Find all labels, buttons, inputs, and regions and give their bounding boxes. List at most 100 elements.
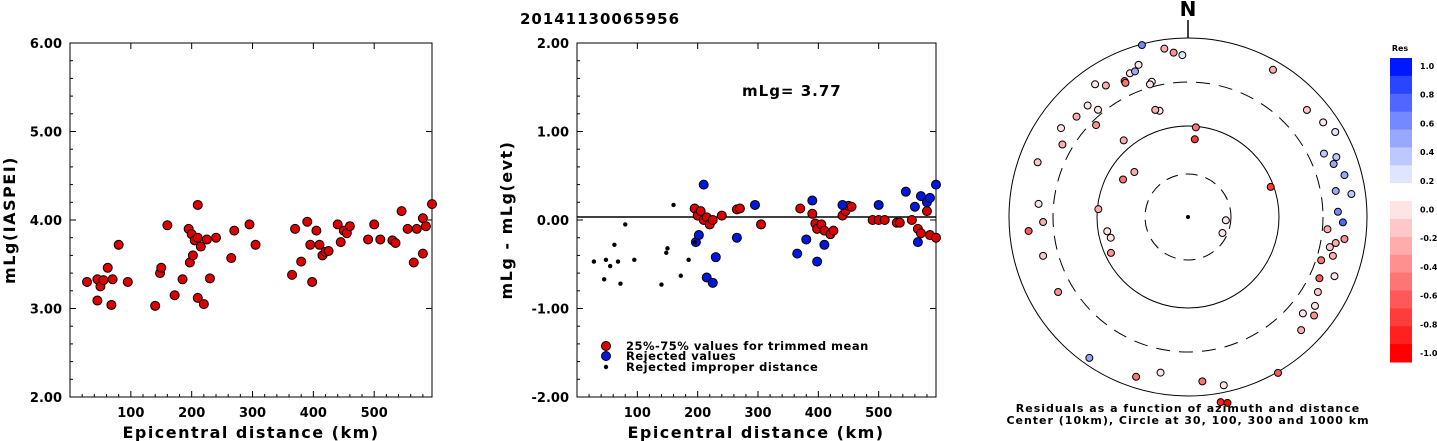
residual-point (1329, 159, 1338, 168)
colorbar-swatch (1390, 165, 1412, 184)
residual-point (1340, 171, 1349, 180)
data-point (82, 276, 93, 287)
residual-point (1297, 326, 1306, 335)
data-point (678, 273, 683, 278)
residual-point (1178, 51, 1187, 60)
colorbar-swatch (1390, 147, 1412, 166)
data-point (307, 276, 318, 287)
data-point (612, 242, 617, 247)
data-point (102, 262, 113, 273)
data-point (122, 276, 133, 287)
legend-marker-improper-distance (603, 364, 609, 370)
data-point (812, 256, 823, 267)
data-point (229, 225, 240, 236)
residual-point (1130, 67, 1139, 76)
data-point (113, 239, 124, 250)
chart-2-ytick-label: 0.00 (537, 214, 569, 229)
data-point (707, 277, 718, 288)
chart-1-ytick-label: 6.00 (30, 37, 62, 52)
data-point (912, 237, 923, 248)
residual-point (1331, 128, 1340, 136)
chart-1: 100 200 300 400 500 2.00 3.00 4.00 5.00 6.00 Epic… (0, 37, 437, 441)
data-point (162, 220, 173, 231)
data-point (615, 259, 621, 264)
data-point (686, 257, 691, 263)
data-point (837, 199, 848, 210)
residual-point (1333, 207, 1342, 216)
data-point (107, 274, 118, 285)
colorbar-swatch (1390, 344, 1412, 363)
data-point (244, 219, 255, 230)
data-point (698, 179, 709, 190)
residual-point (1106, 233, 1115, 242)
chart-2-ytick-label: 1.00 (537, 126, 569, 141)
data-point (795, 203, 806, 214)
data-point (363, 234, 374, 245)
colorbar-swatch (1390, 201, 1412, 220)
data-point (879, 215, 890, 225)
data-point (150, 300, 161, 311)
data-point (900, 186, 911, 197)
residual-point (1319, 149, 1328, 158)
residual-point (1266, 182, 1275, 191)
chart-1-ytick-label: 3.00 (30, 303, 62, 318)
chart-1-xtick-label: 400 (300, 406, 327, 421)
data-point (921, 206, 932, 217)
residual-point (1325, 243, 1334, 252)
center-dot (1186, 215, 1190, 219)
chart-2-annotation: mLg= 3.77 (742, 82, 842, 100)
ring-100km (1096, 125, 1280, 309)
data-point (344, 221, 355, 232)
chart-2-ytick-label: 2.00 (537, 37, 569, 52)
ring-300km (1052, 81, 1324, 353)
residual-point (1101, 81, 1110, 90)
colorbar-swatches (1390, 58, 1412, 363)
data-point (287, 269, 298, 280)
data-point (601, 277, 607, 282)
data-point (710, 252, 721, 263)
colorbar-tick-label: 1.0 (1420, 62, 1435, 71)
data-point (716, 210, 727, 221)
chart-2-ylabel: mLg - mLg(evt) (497, 141, 516, 300)
data-point (420, 221, 431, 232)
data-point (756, 219, 767, 230)
residual-point (1094, 205, 1103, 214)
residual-point (1057, 124, 1066, 133)
residual-point (1223, 398, 1232, 407)
residual-point (1323, 225, 1332, 234)
residual-point (1034, 199, 1043, 208)
data-point (375, 234, 386, 245)
data-point (192, 232, 203, 243)
residual-point (1072, 112, 1081, 121)
residual-point (1310, 311, 1319, 320)
residual-point (1310, 301, 1319, 310)
data-point (632, 257, 637, 263)
chart-1-ytick-label: 2.00 (30, 391, 62, 406)
colorbar-swatch (1390, 93, 1412, 113)
data-point (192, 292, 203, 303)
colorbar-title: Res (1392, 44, 1409, 53)
colorbar: Res 1.0 0.8 0.6 0.4 0.2 0.0 -0.2 -0.4 -0.6 -0.8 -1… (1390, 44, 1437, 363)
chart-2-ytick-label: -1.00 (532, 303, 569, 318)
data-point (915, 228, 926, 239)
residual-point (1151, 105, 1160, 114)
data-point (204, 273, 215, 284)
residual-point (1121, 78, 1130, 87)
colorbar-tick-label: -0.6 (1420, 292, 1437, 301)
data-point (369, 219, 380, 230)
residual-point (1190, 135, 1199, 144)
data-point (807, 208, 818, 219)
data-point (198, 299, 209, 310)
residual-point (1058, 140, 1067, 149)
colorbar-tick-label: -0.8 (1420, 320, 1437, 329)
chart-1-points (82, 199, 437, 311)
chart-1-xlabel: Epicentral distance (km) (122, 423, 379, 441)
data-point (692, 239, 697, 245)
legend-marker-trimmed-mean (601, 341, 611, 351)
residual-point (1191, 123, 1200, 132)
data-point (659, 282, 664, 287)
data-point (169, 290, 180, 301)
colorbar-swatch (1390, 236, 1412, 256)
chart-1-xtick-label: 300 (239, 406, 266, 421)
data-point (819, 239, 830, 250)
